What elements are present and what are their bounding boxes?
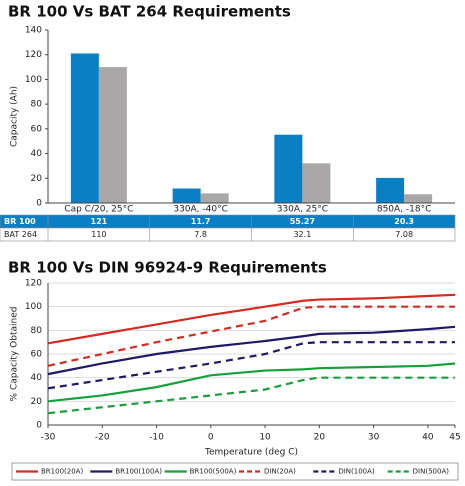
x-tick-label: 0 xyxy=(208,433,214,443)
y-tick-label: 80 xyxy=(31,326,43,336)
table-cell: 55.27 xyxy=(290,217,315,226)
x-tick-label: -10 xyxy=(149,433,164,443)
x-tick-label: -30 xyxy=(41,433,56,443)
x-axis-title: Temperature (deg C) xyxy=(204,448,298,458)
bar xyxy=(200,193,229,203)
y-tick-label: 140 xyxy=(25,26,42,36)
line-series xyxy=(47,341,455,390)
y-tick-label: 40 xyxy=(31,373,43,383)
x-tick-label: Cap C/20, 25°C xyxy=(64,205,133,215)
y-tick-label: 0 xyxy=(36,199,42,209)
legend-box xyxy=(11,462,459,481)
bar xyxy=(172,188,201,203)
y-tick-label: 40 xyxy=(31,149,43,159)
x-tick-label: 330A, 25°C xyxy=(277,205,328,215)
y-tick-label: 80 xyxy=(31,100,43,110)
x-tick-label: 30 xyxy=(368,433,380,443)
table-cell: 11.7 xyxy=(191,217,211,226)
bar xyxy=(404,194,433,203)
chart-title: BR 100 Vs BAT 264 Requirements xyxy=(8,3,291,21)
x-tick-label: 45 xyxy=(449,433,460,443)
x-tick-label: 10 xyxy=(259,433,271,443)
table-cell: 7.8 xyxy=(194,230,207,239)
bar xyxy=(274,134,303,203)
y-tick-label: 120 xyxy=(25,50,42,60)
table-row-label: BR 100 xyxy=(4,217,36,226)
x-tick-label: 850A, -18°C xyxy=(377,205,432,215)
x-tick-label: 20 xyxy=(314,433,326,443)
table-cell: 32.1 xyxy=(293,230,311,239)
table-row xyxy=(0,227,456,242)
x-tick-label: 40 xyxy=(422,433,434,443)
y-tick-label: 120 xyxy=(25,279,42,289)
line-series xyxy=(47,325,456,376)
bar xyxy=(98,67,127,203)
y-axis-title: % Capacity Obtained xyxy=(10,307,20,402)
bar xyxy=(376,177,405,203)
x-tick-label: -20 xyxy=(95,433,110,443)
y-tick-label: 20 xyxy=(31,174,43,184)
legend-label: BR100(500A) xyxy=(190,468,237,476)
legend-label: BR100(100A) xyxy=(115,468,162,476)
x-tick-label: 330A, -40°C xyxy=(173,205,228,215)
table-cell: 7.08 xyxy=(395,230,413,239)
y-tick-label: 100 xyxy=(25,302,42,312)
table-row xyxy=(0,214,456,229)
legend-label: DIN(500A) xyxy=(413,468,450,476)
y-tick-label: 60 xyxy=(31,350,43,360)
y-tick-label: 0 xyxy=(36,421,42,431)
legend-label: DIN(100A) xyxy=(338,468,375,476)
chart-title: BR 100 Vs DIN 96924-9 Requirements xyxy=(8,259,327,277)
bar xyxy=(302,163,331,203)
line-series xyxy=(47,293,456,345)
table-row-label: BAT 264 xyxy=(4,230,37,239)
line-series xyxy=(47,305,455,367)
y-tick-label: 60 xyxy=(31,124,43,134)
line-series xyxy=(47,362,456,403)
legend-label: BR100(20A) xyxy=(41,468,83,476)
legend-label: DIN(20A) xyxy=(264,468,296,476)
y-axis-title: Capacity (Ah) xyxy=(10,86,20,147)
table-cell: 121 xyxy=(91,217,108,226)
table-cell: 110 xyxy=(91,230,106,239)
y-tick-label: 20 xyxy=(31,397,43,407)
bar xyxy=(70,53,99,203)
table-cell: 20.3 xyxy=(394,217,414,226)
y-tick-label: 100 xyxy=(25,75,42,85)
